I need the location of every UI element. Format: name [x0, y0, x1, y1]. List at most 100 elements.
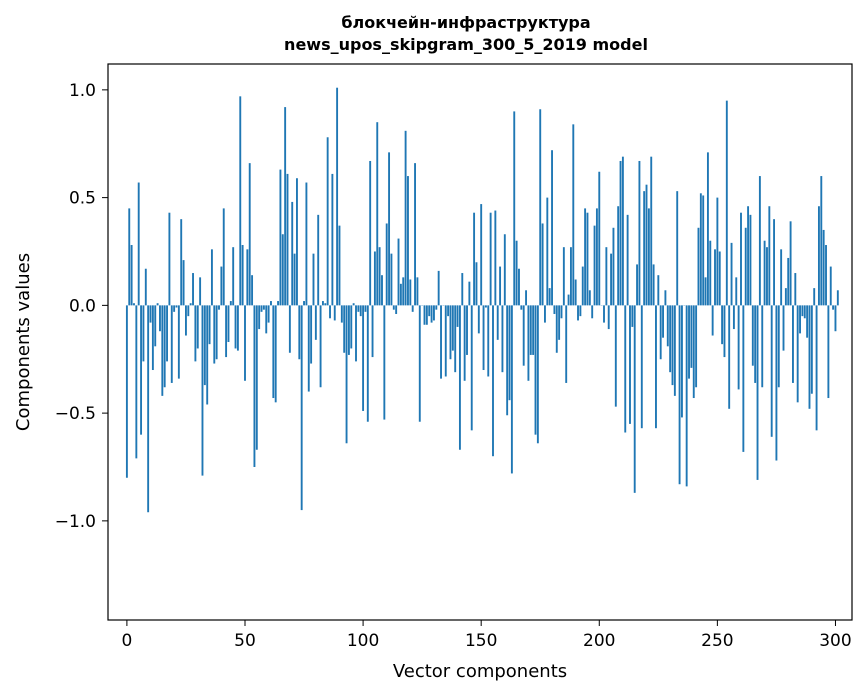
bar-115 [397, 238, 400, 306]
bar-12 [154, 305, 157, 347]
bar-155 [492, 305, 494, 457]
bar-160 [503, 234, 506, 306]
bar-17 [166, 305, 168, 362]
bar-44 [229, 301, 232, 306]
bar-187 [567, 294, 570, 306]
bar-235 [681, 305, 683, 418]
bar-227 [662, 305, 664, 338]
y-tick-label-0: 1.0 [69, 81, 96, 101]
bar-180 [551, 150, 553, 306]
bar-260 [740, 212, 742, 306]
bar-87 [331, 173, 334, 306]
x-axis-label: Vector components [393, 661, 567, 682]
bar-156 [494, 210, 497, 306]
bar-146 [470, 305, 473, 431]
bar-153 [487, 305, 490, 377]
bar-112 [390, 253, 393, 306]
bar-91 [340, 305, 343, 323]
bar-29 [194, 305, 197, 362]
bar-66 [281, 234, 284, 306]
bar-79 [312, 253, 315, 306]
bar-241 [695, 305, 698, 388]
bar-238 [688, 305, 690, 379]
bar-123 [416, 277, 419, 306]
x-tick-label-300: 300 [819, 631, 851, 651]
bar-130 [433, 305, 435, 321]
bar-174 [536, 305, 539, 444]
bar-266 [754, 305, 757, 383]
bar-14 [159, 305, 161, 332]
bar-295 [822, 229, 825, 306]
bar-93 [345, 305, 348, 444]
bar-290 [810, 305, 813, 394]
bar-147 [473, 212, 476, 306]
bar-243 [699, 193, 702, 306]
bar-110 [385, 223, 388, 306]
bar-45 [232, 247, 235, 306]
bar-85 [326, 137, 329, 306]
bar-23 [180, 219, 183, 306]
bar-9 [147, 305, 150, 513]
bar-103 [369, 160, 372, 306]
bar-289 [808, 305, 811, 409]
bar-77 [307, 305, 310, 392]
bar-283 [794, 273, 797, 306]
bar-72 [296, 178, 298, 306]
bar-149 [477, 305, 480, 334]
bar-208 [617, 206, 620, 306]
bar-274 [773, 219, 775, 306]
bar-113 [392, 305, 395, 310]
bar-47 [236, 305, 239, 351]
bar-37 [213, 305, 216, 364]
bar-30 [196, 305, 199, 349]
bar-39 [218, 305, 220, 310]
bar-102 [366, 305, 369, 422]
chart-title: блокчейн-инфраструктура [341, 13, 590, 32]
bar-series [125, 87, 839, 513]
bar-256 [730, 242, 733, 306]
bar-191 [577, 305, 579, 321]
bar-114 [395, 305, 398, 314]
bar-81 [317, 214, 320, 306]
bar-151 [482, 305, 485, 371]
bar-25 [185, 305, 187, 336]
bar-196 [588, 290, 591, 306]
bar-76 [305, 182, 308, 306]
bar-62 [272, 305, 275, 399]
bar-150 [480, 204, 483, 306]
bar-89 [336, 87, 339, 306]
bar-42 [225, 305, 228, 358]
bar-179 [548, 288, 551, 306]
bar-249 [714, 249, 716, 306]
bar-228 [664, 290, 667, 306]
bar-8 [144, 268, 147, 306]
bar-186 [565, 305, 568, 383]
bar-268 [758, 176, 761, 306]
bar-105 [373, 251, 376, 306]
bar-220 [645, 184, 648, 306]
bar-108 [381, 275, 383, 306]
x-axis-ticks: 0 50 100 150 200 250 300 [121, 620, 852, 651]
bar-74 [300, 305, 303, 511]
bar-183 [558, 305, 561, 340]
bar-282 [792, 305, 794, 383]
x-tick-label-200: 200 [583, 631, 615, 651]
bar-206 [612, 227, 615, 306]
bar-211 [624, 305, 627, 433]
bar-4 [135, 305, 138, 459]
bar-40 [220, 266, 223, 306]
bar-205 [610, 253, 613, 306]
bar-59 [265, 305, 268, 334]
bar-49 [241, 245, 244, 306]
bar-116 [399, 283, 402, 306]
bar-294 [820, 176, 823, 306]
bar-118 [404, 130, 407, 306]
bar-38 [215, 305, 218, 360]
bar-67 [284, 107, 287, 306]
bar-301 [836, 290, 839, 306]
bar-48 [239, 96, 242, 306]
bar-237 [685, 305, 688, 487]
bar-13 [156, 303, 159, 306]
bar-269 [761, 305, 764, 388]
